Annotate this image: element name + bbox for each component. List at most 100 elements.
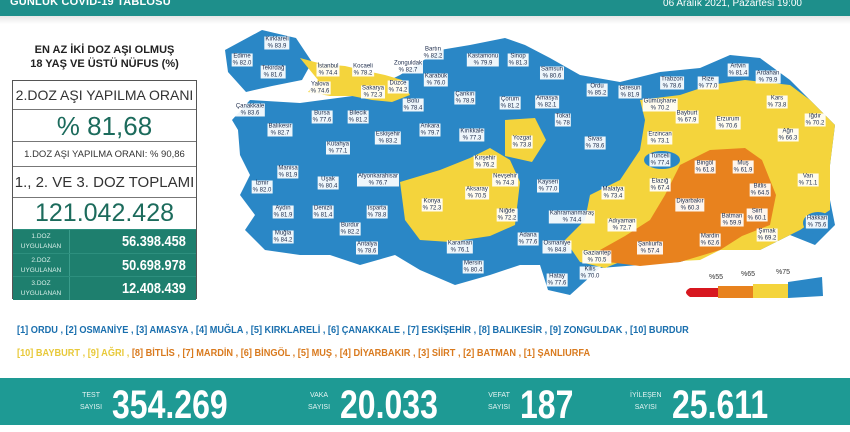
province-label: Bingöl% 61.8 bbox=[694, 160, 716, 174]
province-name: Artvin bbox=[730, 63, 746, 70]
province-label: Bolu% 78.4 bbox=[402, 98, 424, 112]
province-value: % 70.6 bbox=[718, 123, 738, 129]
province-label: Iğdır% 70.2 bbox=[804, 113, 826, 127]
province-name: Afyonkarahisar bbox=[357, 173, 399, 180]
dose-row: 2.DOZ UYGULANAN 50.698.978 bbox=[13, 252, 196, 277]
stat-label: TEST bbox=[82, 392, 100, 399]
stat-label-sub: SAYISI bbox=[488, 404, 511, 411]
province-name: Şırnak bbox=[758, 228, 776, 235]
province-label: Afyonkarahisar% 76.7 bbox=[356, 173, 400, 187]
dose-value: 50.698.978 bbox=[121, 256, 186, 274]
province-name: Nevşehir bbox=[493, 173, 517, 180]
province-name: Gümüşhane bbox=[643, 98, 677, 105]
province-label: Edirne% 82.0 bbox=[231, 53, 253, 67]
province-value: % 83.9 bbox=[267, 43, 287, 49]
province-name: Antalya bbox=[356, 241, 378, 248]
province-name: Tokat bbox=[555, 113, 571, 120]
province-value: % 80.4 bbox=[463, 267, 483, 273]
province-value: % 78.8 bbox=[367, 212, 387, 218]
province-name: Kars bbox=[770, 95, 784, 102]
province-label: Van% 71.1 bbox=[797, 173, 819, 187]
province-label: Kastamonu% 79.9 bbox=[466, 53, 500, 67]
province-name: Burdur bbox=[340, 222, 359, 229]
province-label: Denizli% 81.4 bbox=[312, 205, 334, 219]
province-name: Ardahan bbox=[756, 70, 780, 77]
province-name: İzmir bbox=[255, 180, 269, 187]
province-label: Ordu% 85.2 bbox=[586, 83, 608, 97]
stat-value: 20.033 bbox=[340, 383, 438, 427]
province-label: Elazığ% 67.4 bbox=[649, 178, 671, 192]
province-value: % 77.1 bbox=[328, 148, 348, 154]
province-name: Samsun bbox=[540, 66, 564, 73]
province-label: Gümüşhane% 70.2 bbox=[642, 98, 678, 112]
province-name: Hakkari bbox=[806, 215, 828, 222]
province-label: Erzurum% 70.6 bbox=[715, 116, 741, 130]
province-value: % 77.0 bbox=[698, 83, 718, 89]
province-value: % 82.2 bbox=[340, 229, 360, 235]
province-name: Manisa bbox=[278, 165, 298, 172]
province-value: % 60.1 bbox=[747, 215, 767, 221]
province-name: Adıyaman bbox=[608, 218, 636, 225]
province-value: % 81.3 bbox=[508, 60, 528, 66]
province-name: Aksaray bbox=[466, 186, 488, 193]
province-name: Kayseri bbox=[537, 179, 559, 186]
legend-blue bbox=[788, 277, 823, 298]
province-label: Erzincan% 73.1 bbox=[647, 131, 673, 145]
province-label: Kahramanmaraş% 74.4 bbox=[548, 210, 596, 224]
province-name: Isparta bbox=[367, 205, 387, 212]
province-label: Mersin% 80.4 bbox=[462, 260, 484, 274]
province-label: Kars% 73.8 bbox=[766, 95, 788, 109]
province-value: % 74.6 bbox=[310, 88, 330, 94]
province-name: Tekirdağ bbox=[261, 65, 285, 72]
province-label: Çanakkale% 83.6 bbox=[234, 103, 266, 117]
province-label: Gaziantep% 70.5 bbox=[582, 250, 612, 264]
province-name: Ordu bbox=[590, 83, 604, 90]
province-name: Malatya bbox=[602, 186, 624, 193]
province-label: Siirt% 60.1 bbox=[746, 208, 768, 222]
panel-title-line2: 18 YAŞ VE ÜSTÜ NÜFUS (%) bbox=[30, 58, 179, 70]
province-value: % 76.0 bbox=[426, 80, 446, 86]
stat-value: 187 bbox=[520, 383, 574, 427]
province-name: Trabzon bbox=[661, 76, 683, 83]
province-value: % 82.0 bbox=[252, 187, 272, 193]
province-value: % 79.9 bbox=[473, 60, 493, 66]
province-name: Mardin bbox=[700, 233, 720, 240]
stat-label: VAKA bbox=[309, 392, 329, 399]
province-name: İstanbul bbox=[317, 63, 339, 70]
page-title: GÜNLÜK COVID-19 TABLOSU bbox=[10, 0, 171, 8]
dose-row: 3.DOZ UYGULANAN 12.408.439 bbox=[13, 276, 196, 300]
stat-label-sub: SAYISI bbox=[80, 404, 103, 411]
province-label: Artvin% 81.4 bbox=[727, 63, 749, 77]
dose-label-sub: UYGULANAN bbox=[20, 266, 62, 274]
province-name: Tunceli bbox=[650, 153, 670, 160]
province-label: Adıyaman% 72.7 bbox=[607, 218, 637, 232]
province-value: % 66.3 bbox=[778, 135, 798, 141]
province-name: Kahramanmaraş bbox=[549, 210, 595, 217]
province-value: % 74.4 bbox=[562, 217, 582, 223]
province-value: % 77.6 bbox=[547, 280, 567, 286]
province-value: % 67.9 bbox=[677, 117, 697, 123]
province-value: % 78.4 bbox=[403, 105, 423, 111]
province-label: Karaman% 76.1 bbox=[446, 240, 474, 254]
dose-label-sub: UYGULANAN bbox=[20, 243, 62, 250]
province-label: Malatya% 73.4 bbox=[601, 186, 625, 200]
province-label: Zonguldak% 82.7 bbox=[392, 60, 424, 74]
province-label: Karabük% 76.0 bbox=[423, 73, 449, 87]
province-name: Muş bbox=[737, 160, 749, 167]
province-label: Yozgat% 73.8 bbox=[511, 135, 533, 149]
province-label: Sakarya% 72.3 bbox=[360, 85, 386, 99]
province-label: Ardahan% 79.9 bbox=[755, 70, 781, 84]
province-label: Niğde% 72.2 bbox=[496, 208, 518, 222]
province-value: % 79.7 bbox=[420, 130, 440, 136]
stat-deaths: VEFAT SAYISI 187 bbox=[488, 378, 587, 432]
dose-row: 1.DOZ UYGULANAN 56.398.458 bbox=[13, 229, 196, 253]
province-name: Çorum bbox=[500, 96, 519, 103]
province-value: % 60.3 bbox=[680, 205, 700, 211]
province-value: % 81.6 bbox=[263, 72, 283, 78]
province-value: % 84.8 bbox=[547, 247, 567, 253]
legend-orange bbox=[718, 286, 753, 298]
province-label: Sivas% 78.6 bbox=[584, 136, 606, 150]
province-label: Isparta% 78.8 bbox=[366, 205, 388, 219]
province-name: Bartın bbox=[424, 46, 441, 53]
province-value: % 78.9 bbox=[455, 98, 475, 104]
